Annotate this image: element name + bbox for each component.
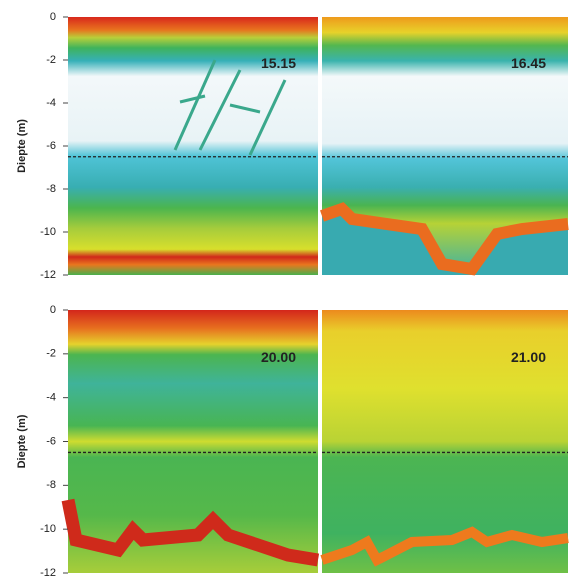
y-tick-label: -12 (40, 269, 56, 281)
fish-traces (173, 59, 287, 156)
bottom-echo (320, 526, 569, 567)
y-tick-label: -12 (40, 567, 56, 577)
y-tick-label: -2 (46, 348, 56, 360)
bottom-echo (61, 498, 320, 567)
panel-title: 20.00 (261, 349, 296, 365)
panel-title: 16.45 (511, 55, 546, 71)
y-tick-label: -8 (46, 183, 56, 195)
y-tick-label: 0 (50, 11, 56, 23)
panel-title: 15.15 (261, 55, 296, 71)
echogram-panel (322, 310, 568, 573)
y-axis-label: Diepte (m) (16, 414, 28, 468)
y-tick-label: -4 (46, 97, 56, 109)
y-tick-label: -10 (40, 226, 56, 238)
y-axis-label: Diepte (m) (16, 119, 28, 173)
y-tick-label: -2 (46, 54, 56, 66)
panel-title: 21.00 (511, 349, 546, 365)
y-tick-label: -10 (40, 523, 56, 535)
y-tick-label: 0 (50, 304, 56, 316)
y-tick-label: -4 (46, 392, 56, 404)
bottom-echo (320, 202, 569, 276)
echogram-panel (68, 17, 318, 275)
y-tick-label: -6 (46, 435, 56, 447)
y-tick-label: -6 (46, 140, 56, 152)
y-tick-label: -8 (46, 479, 56, 491)
